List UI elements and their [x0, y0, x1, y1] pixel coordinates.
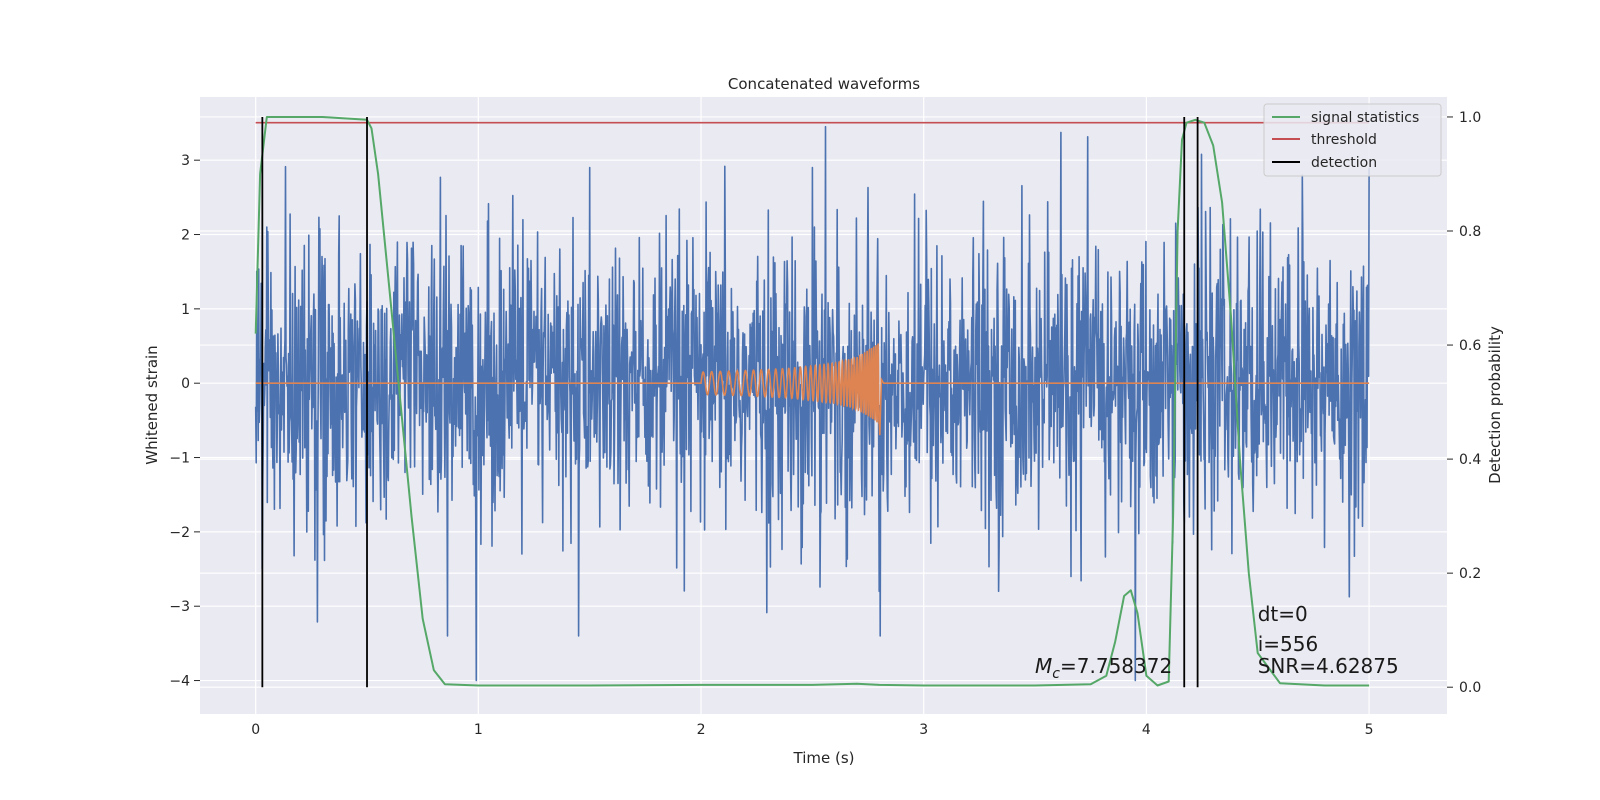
legend-label-detection: detection	[1311, 155, 1377, 171]
legend-label-threshold: threshold	[1311, 132, 1377, 148]
y-tick-label-left: 0	[181, 376, 190, 392]
y-tick-label-right: 0.2	[1459, 566, 1481, 582]
chart-title: Concatenated waveforms	[728, 75, 920, 93]
y-tick-label-right: 0.6	[1459, 338, 1481, 354]
y-tick-label-left: −4	[169, 674, 190, 690]
y-axis-label-left: Whitened strain	[143, 345, 161, 464]
x-tick-label: 3	[919, 722, 928, 738]
signal-statistics-line	[254, 116, 1370, 687]
y-tick-label-left: −1	[169, 451, 190, 467]
y-tick-label-left: 2	[181, 228, 190, 244]
y-tick-label-right: 1.0	[1459, 110, 1481, 126]
chirp-mass-symbol: M	[1035, 654, 1052, 678]
x-tick-label: 4	[1142, 722, 1151, 738]
x-tick-label: 2	[697, 722, 706, 738]
x-tick-label: 5	[1365, 722, 1374, 738]
y-tick-label-right: 0.4	[1459, 452, 1481, 468]
dt-annotation: dt=0	[1258, 602, 1308, 626]
y-tick-label-right: 0.8	[1459, 224, 1481, 240]
legend-label-signal-statistics: signal statistics	[1311, 110, 1419, 126]
chirp-mass-annotation: Mc=7.758372	[1035, 654, 1172, 682]
legend: signal statistics threshold detection	[1263, 103, 1442, 177]
ticks: 0 1 2 3 4 5 −4 −3 −2 −1 0 1 2 3 0.0 0.2 0.4 0.6 0.8 1.0	[169, 110, 1481, 738]
x-axis-label: Time (s)	[793, 749, 855, 767]
y-tick-label-left: −3	[169, 599, 190, 615]
chirp-mass-subscript: c	[1052, 666, 1060, 682]
x-tick-label: 1	[474, 722, 483, 738]
x-tick-label: 0	[251, 722, 260, 738]
y-tick-label-left: −2	[169, 525, 190, 541]
y-tick-label-left: 1	[181, 302, 190, 318]
legend-frame	[1263, 103, 1442, 177]
injected-chirp-line	[255, 343, 1370, 436]
y-axis-label-right: Detection probability	[1486, 326, 1504, 484]
snr-annotation: SNR=4.62875	[1258, 654, 1399, 678]
y-tick-label-right: 0.0	[1459, 680, 1481, 696]
y-tick-label-left: 3	[181, 153, 190, 169]
right-axis-layer	[254, 116, 1370, 688]
chirp-layer	[255, 343, 1370, 436]
annotations: Mc=7.758372 dt=0 i=556 SNR=4.62875	[1035, 602, 1399, 682]
index-annotation: i=556	[1258, 632, 1319, 656]
chirp-mass-value: =7.758372	[1060, 654, 1172, 678]
